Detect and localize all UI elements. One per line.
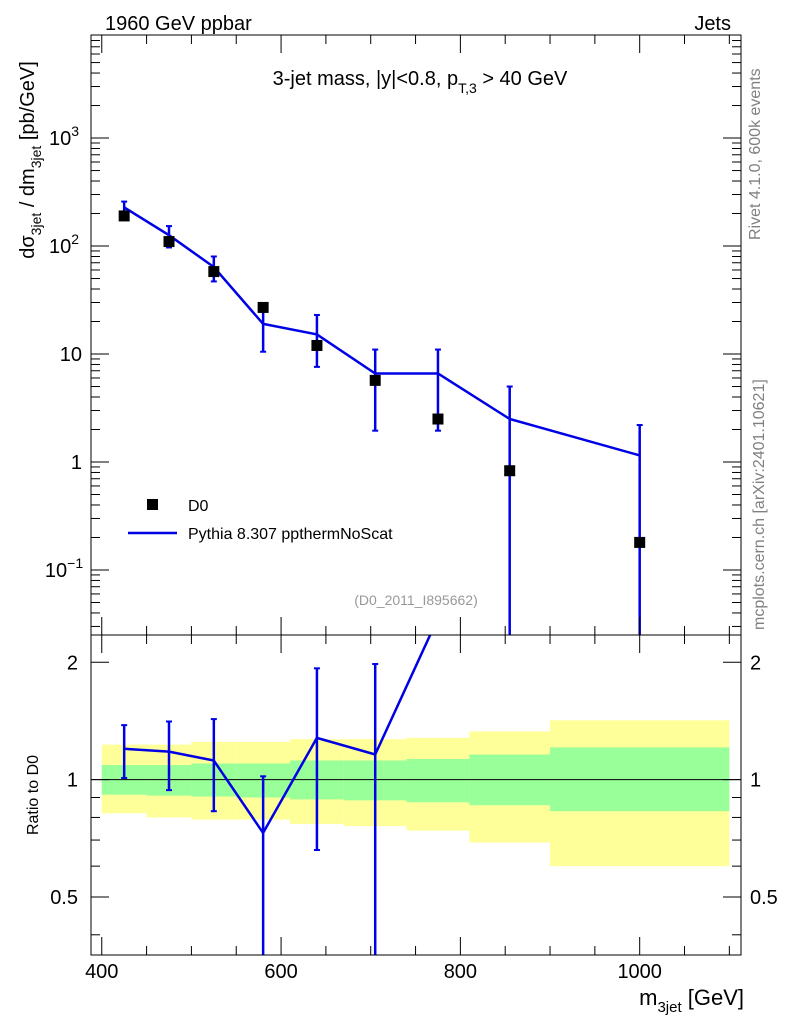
y-tick-label: 10−1 — [45, 555, 83, 582]
y-axis-title: dσ3jet / dm3jet [pb/GeV] — [17, 61, 44, 259]
legend-marker-data — [147, 499, 158, 510]
ratio-y-axis-title: Ratio to D0 — [25, 755, 42, 835]
y-tick-label: 103 — [49, 123, 79, 150]
ratio-y-tick-label-left: 1 — [67, 770, 78, 792]
data-point — [118, 210, 130, 222]
legend: D0 Pythia 8.307 ppthermNoScat — [128, 498, 393, 543]
mcplots-label: mcplots.cern.ch [arXiv:2401.10621] — [751, 379, 768, 630]
data-point — [208, 266, 220, 278]
y-tick-label: 1 — [71, 452, 82, 474]
x-tick-label: 600 — [264, 961, 297, 983]
ratio-y-tick-label-right: 0.5 — [750, 887, 778, 909]
legend-label-data: D0 — [188, 498, 209, 515]
legend-label-mc: Pythia 8.307 ppthermNoScat — [188, 526, 393, 543]
uncertainty-band-inner — [406, 758, 470, 803]
data-point — [311, 339, 323, 351]
ratio-y-tick-label-right: 1 — [750, 770, 761, 792]
data-point — [432, 413, 444, 425]
ratio-panel: 0.5 0.5 1 1 2 2 400 600 800 1000 Ratio to D0 m3je… — [25, 634, 778, 1016]
data-point — [504, 465, 516, 477]
data-point — [634, 536, 646, 548]
y-tick-label: 102 — [49, 231, 79, 258]
mc-line — [123, 206, 641, 457]
analysis-id-watermark: (D0_2011_I895662) — [354, 592, 478, 608]
energy-label: 1960 GeV ppbar — [105, 13, 252, 35]
ratio-y-tick-label-right: 2 — [750, 652, 761, 674]
rivet-label: Rivet 4.1.0, 600k events — [747, 68, 764, 240]
x-tick-label: 400 — [85, 961, 118, 983]
x-axis-title: m3jet [GeV] — [639, 985, 744, 1016]
ratio-y-tick-label-left: 2 — [67, 652, 78, 674]
data-point — [163, 236, 175, 248]
ratio-y-tick-label-left: 0.5 — [50, 887, 78, 909]
y-tick-label: 10 — [60, 344, 82, 366]
x-tick-label: 800 — [444, 961, 477, 983]
data-point — [369, 374, 381, 386]
data-point — [257, 301, 269, 313]
plot-title: 3-jet mass, |y|<0.8, pT,3 > 40 GeV — [273, 68, 568, 96]
process-label: Jets — [694, 13, 731, 35]
x-tick-label: 1000 — [617, 961, 662, 983]
